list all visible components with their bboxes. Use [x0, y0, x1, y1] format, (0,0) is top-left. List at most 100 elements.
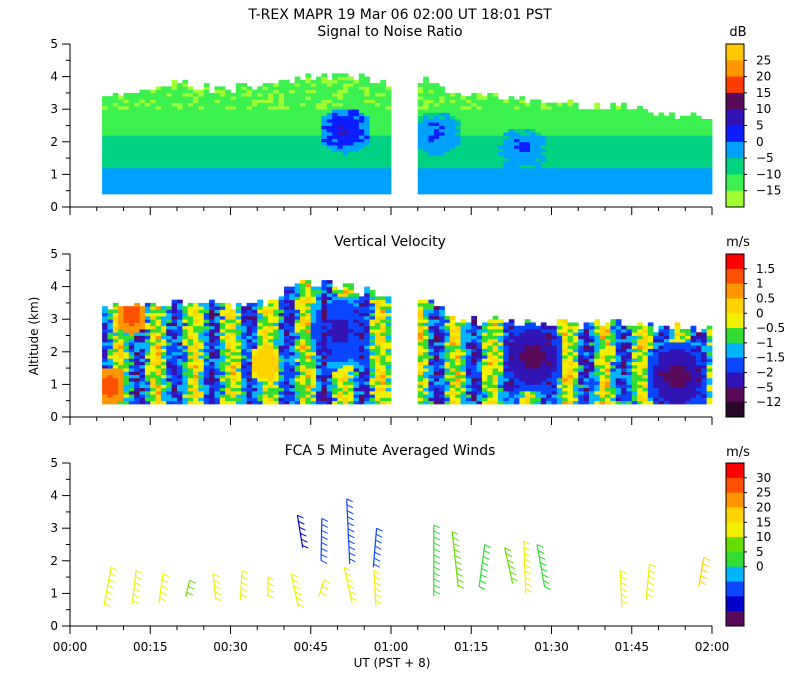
field-cell — [294, 315, 301, 320]
field-cell — [476, 171, 483, 175]
field-cell — [118, 364, 124, 369]
field-cell — [241, 118, 247, 123]
field-cell — [294, 384, 301, 389]
field-cell — [364, 109, 370, 113]
field-cell — [588, 184, 595, 188]
field-cell — [503, 151, 510, 156]
field-cell — [267, 319, 274, 323]
field-cell — [267, 345, 274, 349]
field-cell — [134, 115, 140, 120]
field-cell — [150, 154, 156, 159]
field-cell — [690, 174, 697, 179]
field-cell — [353, 390, 360, 395]
field-cell — [155, 86, 162, 91]
field-cell — [556, 187, 563, 192]
field-cell — [284, 102, 290, 107]
field-cell — [679, 132, 686, 136]
field-cell — [514, 177, 520, 182]
field-cell — [209, 384, 215, 389]
field-cell — [332, 293, 338, 297]
field-cell — [294, 335, 301, 340]
field-cell — [540, 190, 547, 195]
field-cell — [182, 141, 189, 146]
field-cell — [300, 338, 306, 343]
field-cell — [374, 125, 381, 130]
field-cell — [107, 161, 114, 166]
field-cell — [251, 128, 258, 133]
field-cell — [631, 145, 638, 149]
field-cell — [267, 361, 274, 366]
field-cell — [251, 364, 258, 369]
field-cell — [278, 322, 285, 327]
field-cell — [300, 342, 306, 346]
field-cell — [567, 112, 574, 117]
field-cell — [284, 355, 290, 359]
field-cell — [284, 83, 290, 87]
field-cell — [289, 371, 296, 376]
field-cell — [316, 293, 322, 297]
field-cell — [476, 112, 483, 117]
field-cell — [337, 187, 344, 192]
field-cell — [273, 180, 280, 185]
field-cell — [219, 125, 226, 130]
field-cell — [182, 355, 189, 359]
field-cell — [134, 135, 140, 139]
field-cell — [321, 390, 328, 395]
field-cell — [273, 128, 280, 133]
field-cell — [695, 145, 702, 149]
field-cell — [679, 135, 686, 139]
field-cell — [209, 180, 215, 185]
field-cell — [267, 187, 274, 192]
field-cell — [118, 351, 124, 356]
field-cell — [535, 102, 542, 107]
field-cell — [193, 115, 199, 120]
field-cell — [653, 151, 659, 156]
field-cell — [177, 167, 183, 172]
field-cell — [348, 83, 354, 87]
field-cell — [257, 397, 263, 402]
field-cell — [310, 92, 317, 97]
field-cell — [166, 309, 173, 314]
field-cell — [251, 154, 258, 159]
field-cell — [353, 184, 360, 188]
field-cell — [203, 148, 210, 152]
field-cell — [300, 125, 306, 130]
field-cell — [460, 174, 467, 179]
field-cell — [337, 355, 344, 359]
field-cell — [155, 99, 162, 104]
field-cell — [241, 92, 247, 97]
field-cell — [364, 118, 370, 123]
field-cell — [321, 76, 328, 81]
field-cell — [316, 154, 322, 159]
field-cell — [690, 161, 697, 166]
field-cell — [562, 138, 568, 143]
field-cell — [385, 92, 392, 97]
field-cell — [332, 180, 338, 185]
field-cell — [107, 135, 114, 139]
field-cell — [535, 180, 542, 185]
field-cell — [321, 141, 328, 146]
field-cell — [284, 190, 290, 195]
field-cell — [321, 289, 328, 294]
field-cell — [241, 154, 247, 159]
field-cell — [241, 312, 247, 317]
field-cell — [310, 306, 317, 310]
field-cell — [326, 368, 333, 372]
field-cell — [160, 105, 167, 110]
field-cell — [332, 96, 338, 100]
field-cell — [241, 148, 247, 152]
field-cell — [118, 325, 124, 330]
field-cell — [273, 154, 280, 159]
field-cell — [567, 190, 574, 195]
field-cell — [300, 390, 306, 395]
field-cell — [219, 151, 226, 156]
field-cell — [332, 92, 338, 97]
field-cell — [621, 158, 627, 162]
field-cell — [144, 345, 151, 349]
field-cell — [567, 141, 574, 146]
field-cell — [514, 164, 520, 169]
field-cell — [326, 174, 333, 179]
field-cell — [631, 122, 638, 126]
field-cell — [225, 112, 231, 117]
field-cell — [514, 109, 520, 113]
